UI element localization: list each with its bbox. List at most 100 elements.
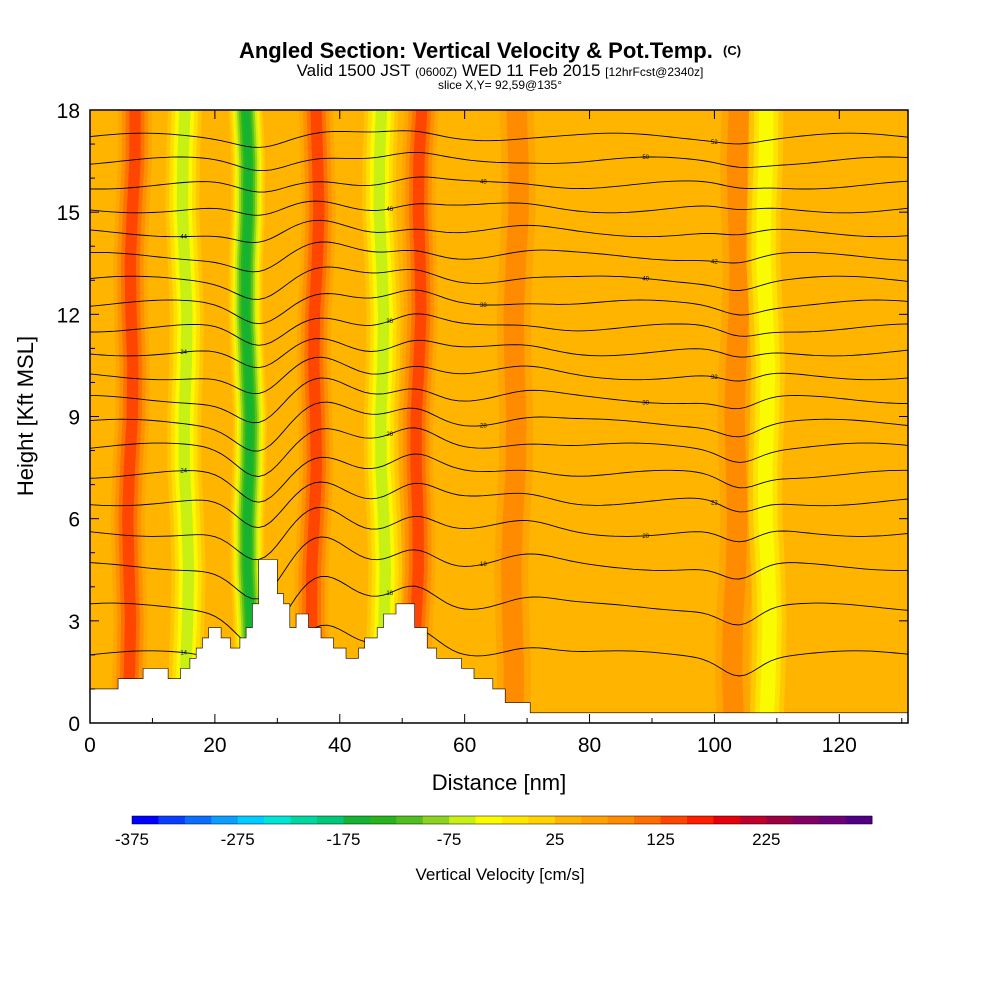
isentrope-line	[90, 576, 908, 647]
x-tick-label: 80	[578, 734, 601, 757]
colorbar-swatch	[766, 816, 794, 824]
downdraft-band-level	[176, 110, 195, 723]
downdraft-band	[746, 110, 787, 723]
isentrope-label: 46	[386, 207, 393, 213]
colorbar-tick-label: 225	[752, 830, 780, 849]
colorbar-swatch	[158, 816, 186, 824]
isentrope-line	[90, 338, 908, 369]
colorbar-swatch	[792, 816, 820, 824]
y-tick-label: 3	[68, 611, 80, 634]
colorbar-swatch	[687, 816, 714, 824]
isentrope-line	[90, 401, 908, 452]
isentrope-label: 48	[480, 179, 487, 185]
updraft-band	[715, 110, 757, 723]
colorbar-swatch	[502, 816, 529, 824]
x-tick-label: 40	[328, 734, 351, 757]
x-axis-label: Distance [nm]	[432, 770, 567, 795]
y-tick-label: 9	[68, 407, 80, 430]
colorbar-tick-label: -375	[115, 830, 149, 849]
colorbar-swatch	[819, 816, 846, 824]
colorbar-tick-label: 125	[646, 830, 674, 849]
isentrope-label: 34	[180, 350, 187, 356]
isentrope-label: 28	[480, 424, 487, 430]
isentrope-line	[90, 536, 908, 600]
colorbar-swatch	[449, 816, 476, 824]
colorbar-tick-label: 25	[545, 830, 564, 849]
y-axis-label: Height [Kft MSL]	[13, 336, 38, 496]
colorbar-swatch	[528, 816, 556, 824]
colorbar-frame	[131, 815, 873, 825]
downdraft-band	[228, 110, 269, 723]
downdraft-band-level	[373, 110, 391, 723]
colorbar-swatch	[317, 816, 344, 824]
colorbar-swatch	[290, 816, 318, 824]
updraft-band-level	[120, 110, 141, 723]
isentrope-line	[90, 266, 908, 300]
isentrope-line	[90, 453, 908, 503]
y-tick-label: 6	[68, 509, 80, 532]
colorbar-swatch	[581, 816, 609, 824]
isentrope-label: 26	[386, 432, 393, 438]
isentrope-label: 14	[180, 651, 187, 657]
colorbar-tick-label: -275	[221, 830, 255, 849]
isentrope-line	[90, 130, 908, 148]
isentrope-line	[90, 151, 908, 172]
colorbar-swatch	[369, 816, 397, 824]
isentrope-line	[90, 427, 908, 477]
colorbar-swatch	[739, 816, 767, 824]
isentrope-label: 20	[642, 534, 649, 540]
chart-subtitle: Valid 1500 JST (0600Z) WED 11 Feb 2015 […	[297, 61, 704, 80]
downdraft-band-level	[242, 110, 255, 723]
colorbar-swatch	[184, 816, 212, 824]
colorbar-swatch	[607, 816, 635, 824]
isentrope-line	[90, 241, 908, 273]
isentrope-label: 38	[480, 303, 487, 309]
colorbar: -375 -275 -175 -75 25 125 225	[115, 815, 873, 849]
isentrope-line	[90, 200, 908, 216]
isentrope-label: 30	[642, 401, 649, 407]
isentrope-label: 16	[386, 591, 393, 597]
x-tick-label: 60	[453, 734, 476, 757]
updraft-band-level	[721, 110, 750, 723]
updraft-band	[396, 110, 439, 723]
isentrope-line	[90, 219, 908, 244]
isentrope-line	[90, 176, 908, 193]
isentrope-line	[90, 356, 908, 395]
isentrope-line	[90, 506, 908, 561]
colorbar-swatch	[634, 816, 661, 824]
colorbar-swatch	[475, 816, 503, 824]
y-tick-label: 0	[68, 713, 80, 736]
isentrope-label: 22	[711, 500, 718, 506]
x-tick-label: 20	[203, 734, 226, 757]
downdraft-band	[362, 110, 403, 723]
colorbar-tick-label: -175	[326, 830, 360, 849]
colorbar-swatch	[845, 816, 873, 824]
colorbar-swatch	[660, 816, 688, 824]
isentrope-line	[90, 377, 908, 424]
colorbar-label: Vertical Velocity [cm/s]	[415, 865, 584, 884]
y-tick-label: 18	[57, 100, 80, 123]
isentrope-label: 32	[711, 375, 718, 381]
isentrope-label: 44	[180, 235, 187, 241]
isentrope-label: 24	[180, 469, 187, 475]
plot-area: 1416182022242628303234363840424446485052…	[57, 100, 909, 757]
y-tick-label: 15	[57, 202, 80, 225]
chart-slice-info: slice X,Y= 92,59@135°	[438, 78, 562, 92]
x-tick-label: 0	[84, 734, 96, 757]
axis-ticks: 0 20 40 60 80 100 120 0 3 6 9 12 15 18	[57, 100, 908, 757]
x-tick-label: 120	[822, 734, 857, 757]
chart-title: Angled Section: Vertical Velocity & Pot.…	[239, 38, 741, 63]
colorbar-tick-label: -75	[437, 830, 462, 849]
updraft-band-level	[407, 110, 428, 723]
updraft-band-level	[501, 110, 529, 723]
colorbar-swatch	[264, 816, 291, 824]
y-tick-label: 12	[57, 304, 80, 327]
isentrope-line	[90, 289, 908, 325]
updraft-band	[109, 110, 152, 723]
colorbar-swatch	[554, 816, 582, 824]
isentrope-label: 50	[642, 155, 649, 161]
x-tick-label: 100	[697, 734, 732, 757]
title-suffix: (C)	[723, 43, 741, 58]
colorbar-swatch	[396, 816, 424, 824]
